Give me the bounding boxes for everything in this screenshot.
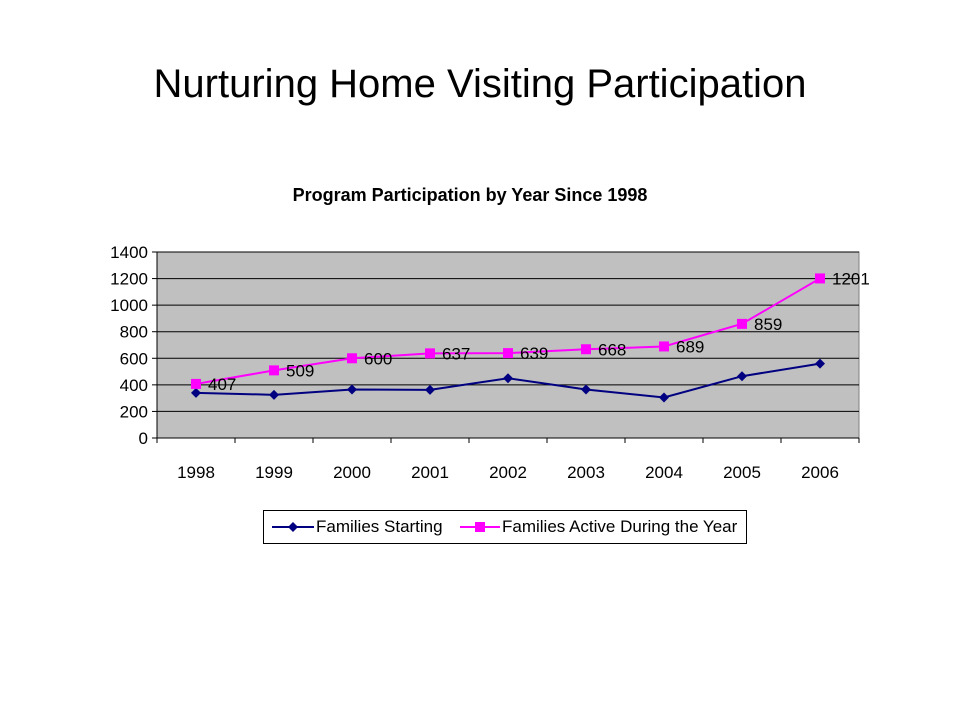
data-point-square: [269, 365, 279, 376]
data-label: 859: [754, 315, 782, 334]
data-point-square: [347, 353, 357, 364]
data-label: 668: [598, 340, 626, 359]
data-label: 509: [286, 361, 314, 380]
data-point-square: [191, 378, 201, 389]
y-tick-label: 800: [120, 323, 148, 342]
data-label: 689: [676, 337, 704, 356]
y-tick-label: 1200: [110, 270, 148, 289]
legend-label-families-starting: Families Starting: [316, 517, 443, 536]
data-label: 637: [442, 344, 470, 363]
chart-title: Program Participation by Year Since 1998: [292, 185, 648, 205]
legend-marker-square-icon: [460, 522, 500, 532]
data-point-square: [737, 318, 747, 329]
data-point-square: [815, 273, 825, 284]
legend-label-families-active: Families Active During the Year: [502, 517, 738, 536]
data-point-square: [503, 348, 513, 359]
plot-area: [156, 251, 860, 439]
data-label: 1201: [832, 269, 870, 288]
legend-marker-diamond-icon: [272, 522, 314, 532]
data-point-diamond: [425, 384, 435, 395]
y-tick-label: 1400: [110, 243, 148, 262]
data-point-diamond: [269, 389, 279, 400]
x-tick-label: 2006: [801, 463, 839, 482]
x-tick-label: 1998: [177, 463, 215, 482]
data-label: 639: [520, 344, 548, 363]
data-point-diamond: [191, 387, 201, 398]
y-tick-label: 200: [120, 402, 148, 421]
x-tick-label: 2000: [333, 463, 371, 482]
y-tick-label: 600: [120, 349, 148, 368]
x-tick-label: 2002: [489, 463, 527, 482]
data-label: 600: [364, 349, 392, 368]
y-tick-label: 0: [139, 429, 148, 448]
data-point-diamond: [503, 373, 513, 384]
data-label: 407: [208, 375, 236, 394]
chart-legend: Families Starting Families Active During…: [263, 510, 747, 544]
x-tick-label: 2005: [723, 463, 761, 482]
data-point-square: [425, 348, 435, 359]
y-tick-label: 400: [120, 376, 148, 395]
data-point-diamond: [347, 384, 357, 395]
x-tick-label: 2003: [567, 463, 605, 482]
data-point-diamond: [581, 384, 591, 395]
x-tick-label: 2004: [645, 463, 683, 482]
legend-item-families-active: Families Active During the Year: [458, 511, 748, 543]
data-point-diamond: [737, 371, 747, 382]
legend-item-families-starting: Families Starting: [270, 511, 460, 543]
data-point-square: [659, 341, 669, 352]
data-point-square: [581, 344, 591, 355]
data-point-diamond: [815, 358, 825, 369]
y-tick-label: 1000: [110, 296, 148, 315]
slide-title: Nurturing Home Visiting Participation: [153, 62, 807, 106]
data-point-diamond: [659, 392, 669, 403]
x-tick-label: 2001: [411, 463, 449, 482]
x-tick-label: 1999: [255, 463, 293, 482]
